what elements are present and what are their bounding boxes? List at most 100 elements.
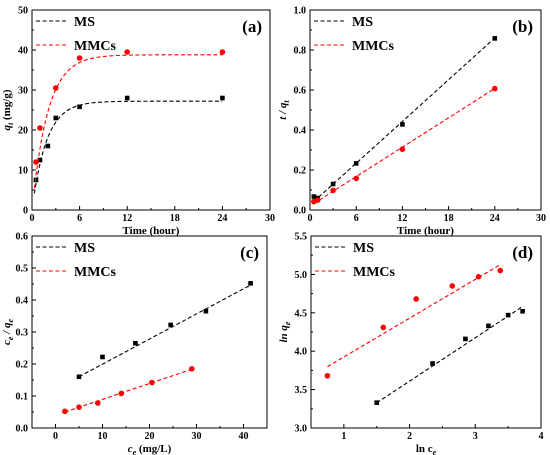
point-mmcs [449, 283, 456, 289]
point-ms [248, 281, 253, 286]
point-ms [76, 374, 82, 380]
y-tick-label: 3.5 [295, 385, 308, 396]
fit-line-mmcs [313, 87, 496, 205]
point-ms [133, 340, 138, 346]
point-mmcs [33, 159, 39, 165]
point-ms [463, 336, 468, 342]
y-tick-label: 5.5 [295, 232, 308, 243]
x-axis-label: ce (mg/L) [128, 443, 172, 455]
legend-label-ms: MS [74, 241, 95, 256]
point-mmcs [353, 175, 360, 182]
legend-label-mmcs: MMCs [352, 39, 395, 54]
fit-line-mmcs [327, 264, 501, 368]
point-mmcs [76, 404, 82, 411]
fit-line-ms [33, 100, 223, 194]
y-axis-label: qt (mg/g) [1, 89, 15, 130]
x-tick-label: 30 [192, 431, 202, 442]
point-ms [37, 157, 43, 163]
point-ms [430, 361, 435, 366]
y-tick-label: 0.2 [294, 166, 307, 177]
plot-frame [309, 9, 542, 211]
point-ms [220, 95, 225, 101]
x-tick-label: 24 [217, 213, 227, 224]
x-tick-label: 12 [122, 213, 132, 224]
x-tick-label: 24 [490, 213, 500, 224]
x-tick-label: 10 [98, 431, 108, 442]
series-layer [62, 281, 254, 415]
x-tick-label: 6 [354, 213, 359, 224]
point-mmcs [62, 408, 68, 415]
point-mmcs [76, 55, 83, 61]
point-ms [505, 312, 511, 318]
y-tick-label: 4.0 [295, 347, 308, 358]
point-mmcs [497, 267, 504, 274]
y-tick-label: 30 [18, 86, 28, 97]
y-tick-label: 50 [18, 6, 28, 17]
y-axis-label: ce / qe [1, 319, 15, 346]
point-mmcs [324, 372, 331, 379]
y-tick-label: 0.6 [16, 232, 29, 243]
x-tick-label: 0 [308, 213, 313, 224]
x-tick-label: 2 [407, 431, 412, 442]
x-tick-label: 4 [539, 431, 544, 442]
y-tick-label: 4.5 [295, 308, 308, 319]
y-tick-label: 0.4 [294, 126, 307, 137]
point-mmcs [149, 379, 155, 386]
y-tick-label: 5.0 [295, 270, 308, 281]
series-layer [33, 49, 226, 194]
panel-label: (a) [242, 17, 262, 36]
series-layer [324, 264, 525, 405]
point-ms [168, 322, 173, 328]
y-tick-label: 0.1 [16, 392, 29, 403]
point-ms [311, 194, 317, 199]
point-ms [520, 308, 525, 314]
panel-label: (c) [240, 243, 259, 262]
x-axis-label: ln ce [416, 443, 437, 455]
legend-label-mmcs: MMCs [353, 265, 396, 280]
x-tick-label: 3 [473, 431, 478, 442]
point-mmcs [413, 296, 419, 302]
plot-frame [31, 235, 268, 429]
y-tick-label: 0.8 [294, 46, 307, 57]
x-tick-label: 20 [145, 431, 155, 442]
point-mmcs [399, 146, 406, 152]
y-tick-label: 0.3 [16, 328, 29, 339]
y-tick-label: 0.0 [294, 206, 307, 217]
y-tick-label: 3.0 [295, 424, 308, 435]
x-tick-label: 0 [30, 213, 35, 224]
y-tick-label: 10 [18, 166, 28, 177]
y-tick-label: 0.6 [294, 86, 307, 97]
x-tick-label: 18 [444, 213, 454, 224]
point-mmcs [189, 366, 195, 372]
point-mmcs [37, 125, 43, 131]
point-ms [124, 95, 130, 101]
y-tick-label: 0.0 [16, 424, 29, 435]
point-ms [486, 323, 491, 329]
series-layer [311, 36, 498, 205]
point-ms [353, 161, 359, 166]
legend-label-ms: MS [352, 15, 373, 30]
legend-label-mmcs: MMCs [74, 39, 117, 54]
point-mmcs [53, 85, 59, 91]
point-ms [77, 104, 82, 110]
y-tick-label: 0 [23, 206, 28, 217]
x-tick-label: 0 [53, 431, 58, 442]
fit-line-ms [376, 306, 523, 404]
fit-line-ms [313, 37, 496, 202]
legend-label-ms: MS [74, 15, 95, 30]
x-axis-label: Time (hour) [123, 225, 180, 237]
y-tick-label: 20 [18, 126, 28, 137]
x-tick-label: 6 [77, 213, 82, 224]
point-mmcs [118, 390, 125, 397]
point-mmcs [492, 85, 498, 92]
point-mmcs [475, 273, 482, 280]
y-axis-label: t / qt [277, 100, 291, 120]
y-tick-label: 0.5 [16, 264, 29, 275]
y-tick-label: 1.0 [294, 6, 307, 17]
point-ms [400, 122, 405, 127]
point-ms [100, 354, 105, 360]
point-ms [374, 400, 380, 405]
x-tick-label: 1 [341, 431, 346, 442]
x-tick-label: 30 [536, 213, 546, 224]
